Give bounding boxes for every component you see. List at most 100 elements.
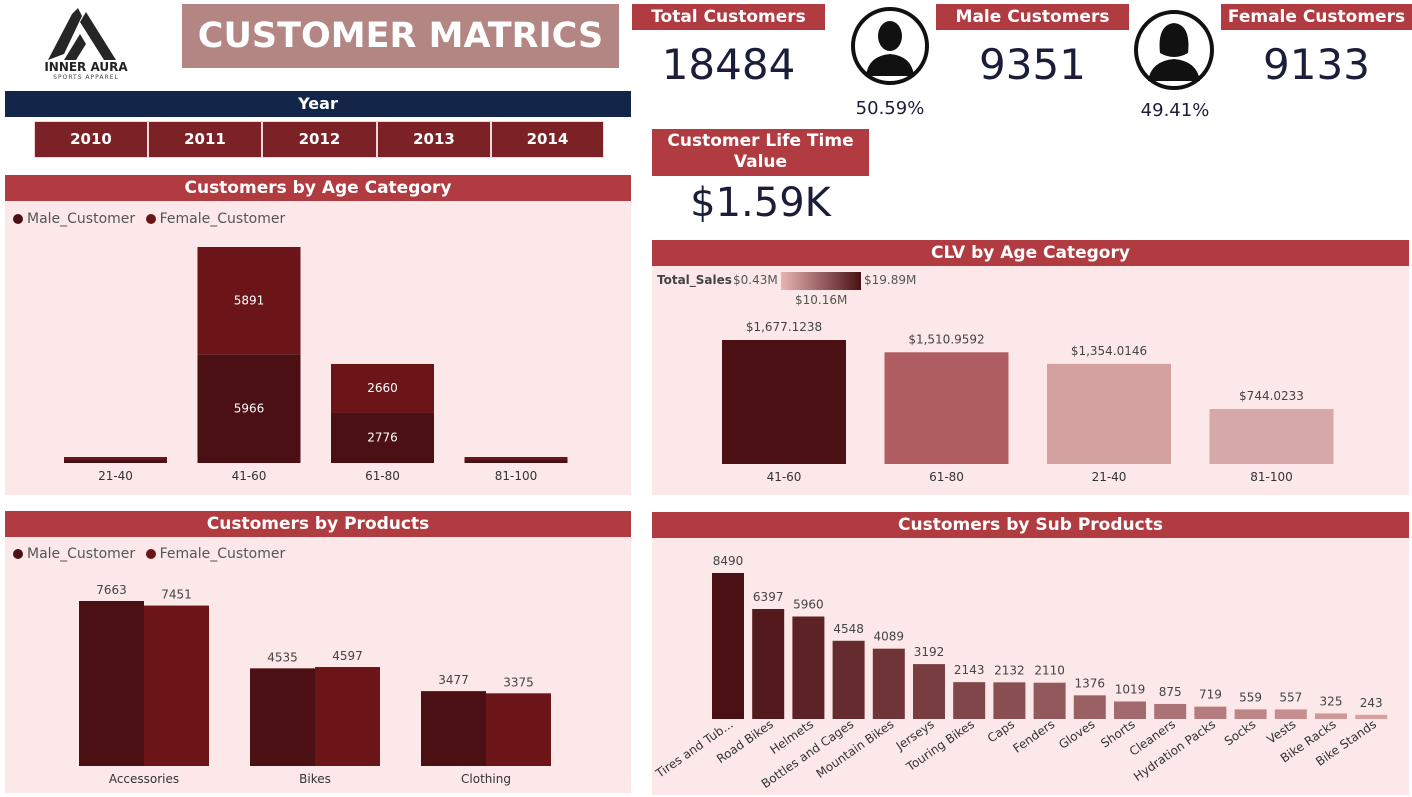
legend-male-dot <box>13 549 23 559</box>
clv-tick-61-80: 61-80 <box>929 470 964 484</box>
sub-bar-gloves[interactable] <box>1073 695 1106 719</box>
clv-chart-panel: Total_Sales $0.43M $19.89M $10.16M $1,67… <box>652 266 1409 495</box>
female-avatar-icon <box>1133 9 1215 91</box>
clv-label-41-60: $1,677.1238 <box>746 320 822 334</box>
male-customers-value: 9351 <box>979 40 1086 89</box>
sub-label-tires-and-tub: 8490 <box>713 554 744 568</box>
legend-male-label: Male_Customer <box>27 546 136 562</box>
age-bar-female-21-40[interactable] <box>64 457 167 460</box>
sub-bar-helmets[interactable] <box>792 616 825 719</box>
products-tick-clothing: Clothing <box>461 772 511 786</box>
clv-label-61-80: $1,510.9592 <box>908 332 984 346</box>
clv-color-legend: Total_Sales $0.43M $19.89M $10.16M <box>657 272 957 312</box>
male-avatar-icon <box>850 6 930 86</box>
sub-tick-caps: Caps <box>985 717 1017 745</box>
products-chart-title: Customers by Products <box>5 511 631 537</box>
products-bar-female-accessories[interactable] <box>144 605 209 766</box>
sub-label-hydration-packs: 719 <box>1199 688 1222 702</box>
sub-bar-socks[interactable] <box>1234 709 1267 719</box>
age-label-female-61-80: 2660 <box>367 381 398 395</box>
clv-bar-81-100[interactable] <box>1209 408 1334 464</box>
total-customers-value: 18484 <box>661 40 796 89</box>
age-bar-female-41-60[interactable] <box>197 247 301 355</box>
legend-female-label: Female_Customer <box>159 211 286 227</box>
age-bar-female-81-100[interactable] <box>464 457 568 460</box>
products-label-male-accessories: 7663 <box>96 583 127 597</box>
sub-bar-cleaners[interactable] <box>1154 703 1187 719</box>
female-customers-value: 9133 <box>1263 40 1370 89</box>
color-legend-gradient <box>781 272 861 290</box>
clv-value: $1.59K <box>690 180 831 226</box>
clv-bar-41-60[interactable] <box>722 340 846 464</box>
clv-label-21-40: $1,354.0146 <box>1071 344 1147 358</box>
sub-bar-hydration-packs[interactable] <box>1194 706 1227 719</box>
age-chart-legend: Male_Customer Female_Customer <box>13 211 285 227</box>
year-button-2013[interactable]: 2013 <box>377 121 491 158</box>
year-button-2011[interactable]: 2011 <box>148 121 262 158</box>
sub-label-caps: 2132 <box>994 663 1025 677</box>
products-bar-female-bikes[interactable] <box>315 667 380 766</box>
sub-bar-bike-racks[interactable] <box>1315 713 1347 719</box>
year-slicer-header: Year <box>5 91 631 117</box>
sub-tick-touring-bikes: Touring Bikes <box>903 717 977 775</box>
clv-label-81-100: $744.0233 <box>1239 389 1304 403</box>
age-bar-male-81-100[interactable] <box>464 460 568 463</box>
logo-tagline: SPORTS APPAREL <box>53 74 119 81</box>
subproducts-chart-title: Customers by Sub Products <box>652 512 1409 538</box>
age-chart-panel: Male_Customer Female_Customer 21-40 5966 5… <box>5 201 631 495</box>
logo: INNER AURA SPORTS APPAREL <box>20 4 152 86</box>
sub-tick-fenders: Fenders <box>1010 717 1057 756</box>
sub-label-bottles-and-cages: 4548 <box>833 622 864 636</box>
sub-label-road-bikes: 6397 <box>753 590 784 604</box>
sub-bar-bottles-and-cages[interactable] <box>832 640 865 719</box>
sub-label-socks: 559 <box>1239 690 1262 704</box>
legend-female-dot <box>145 549 156 559</box>
products-bar-male-accessories[interactable] <box>79 601 144 766</box>
age-bar-male-61-80[interactable] <box>331 412 434 463</box>
year-button-2012[interactable]: 2012 <box>262 121 377 158</box>
products-bar-male-bikes[interactable] <box>250 668 315 766</box>
products-tick-bikes: Bikes <box>299 772 331 786</box>
clv-bar-61-80[interactable] <box>884 352 1009 464</box>
sub-bar-tires-and-tub[interactable] <box>712 573 744 719</box>
products-label-female-clothing: 3375 <box>503 675 534 689</box>
sub-tick-socks: Socks <box>1222 717 1259 748</box>
color-legend-field: Total_Sales <box>657 273 732 287</box>
sub-label-bike-stands: 243 <box>1360 696 1383 710</box>
sub-bar-jerseys[interactable] <box>913 664 945 719</box>
age-tick-41-60: 41-60 <box>232 469 267 483</box>
sub-bar-fenders[interactable] <box>1033 682 1066 719</box>
age-chart-title: Customers by Age Category <box>5 175 631 201</box>
clv-tick-41-60: 41-60 <box>767 470 802 484</box>
products-label-male-bikes: 4535 <box>267 650 298 664</box>
age-chart-svg: 21-40 5966 5891 41-60 2776 2660 61-80 81-100 <box>64 247 568 483</box>
products-tick-accessories: Accessories <box>109 772 179 786</box>
sub-label-shorts: 1019 <box>1115 682 1146 696</box>
color-legend-min: $0.43M <box>733 273 778 287</box>
legend-male-dot <box>13 214 23 224</box>
sub-bar-bike-stands[interactable] <box>1355 714 1388 719</box>
clv-bar-21-40[interactable] <box>1047 363 1171 464</box>
female-customers-label: Female Customers <box>1221 4 1412 30</box>
total-customers-label: Total Customers <box>632 4 825 30</box>
sub-bar-road-bikes[interactable] <box>752 608 785 719</box>
sub-label-bike-racks: 325 <box>1320 694 1343 708</box>
clv-chart-svg: $1,677.1238 41-60 $1,510.9592 61-80 $1,354.0… <box>722 320 1334 484</box>
sub-bar-caps[interactable] <box>993 682 1026 719</box>
year-button-2010[interactable]: 2010 <box>34 121 148 158</box>
age-bar-male-41-60[interactable] <box>197 354 301 463</box>
products-chart-panel: Male_Customer Female_Customer 7663 7451 Ac… <box>5 537 631 793</box>
sub-bar-vests[interactable] <box>1274 709 1307 719</box>
age-label-female-41-60: 5891 <box>234 294 265 308</box>
logo-name: INNER AURA <box>44 60 128 74</box>
year-button-2014[interactable]: 2014 <box>491 121 604 158</box>
sub-bar-shorts[interactable] <box>1114 701 1146 719</box>
sub-bar-touring-bikes[interactable] <box>953 682 986 719</box>
products-bar-male-clothing[interactable] <box>421 691 486 766</box>
age-bar-female-61-80[interactable] <box>331 363 434 413</box>
products-bar-female-clothing[interactable] <box>486 693 551 766</box>
sub-bar-mountain-bikes[interactable] <box>872 648 905 719</box>
age-bar-male-21-40[interactable] <box>64 460 167 463</box>
sub-tick-gloves: Gloves <box>1056 717 1097 752</box>
